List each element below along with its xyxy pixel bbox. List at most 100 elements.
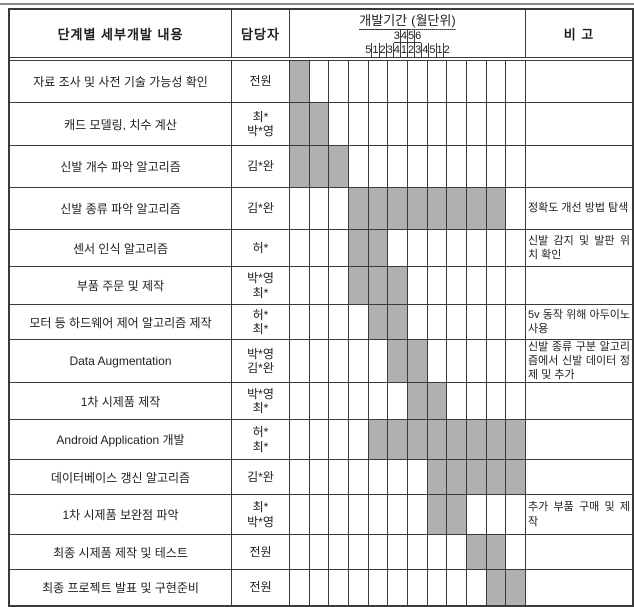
gantt-cell xyxy=(388,535,409,569)
gantt-bar-cell xyxy=(447,188,468,229)
gantt-cell xyxy=(467,267,487,304)
task-cell: 최종 시제품 제작 및 테스트 xyxy=(10,535,232,569)
header-manager-column: 담당자 xyxy=(232,10,290,57)
month-cell: 4 xyxy=(400,29,408,42)
remark-cell xyxy=(526,146,632,187)
gantt-bar-cell xyxy=(427,420,448,459)
gantt-bar-cell xyxy=(349,267,369,304)
gantt-track xyxy=(290,383,526,419)
gantt-cell xyxy=(506,535,525,569)
remark-cell xyxy=(526,103,632,145)
task-cell: 모터 등 하드웨어 제어 알고리즘 제작 xyxy=(10,305,232,339)
top-rule xyxy=(0,3,634,5)
gantt-cell xyxy=(369,495,389,534)
gantt-cell xyxy=(487,230,507,266)
gantt-cell xyxy=(329,267,350,304)
gantt-cell xyxy=(349,61,369,102)
gantt-cell xyxy=(349,570,369,605)
gantt-cell xyxy=(349,420,369,459)
gantt-cell xyxy=(487,267,507,304)
week-cell: 3 xyxy=(386,43,394,57)
gantt-cell xyxy=(506,340,525,382)
gantt-track xyxy=(290,535,526,569)
gantt-cell xyxy=(329,535,350,569)
task-cell: 1차 시제품 제작 xyxy=(10,383,232,419)
gantt-cell xyxy=(487,383,507,419)
gantt-cell xyxy=(467,146,487,187)
gantt-track xyxy=(290,267,526,304)
week-cell: 1 xyxy=(372,43,380,57)
gantt-cell xyxy=(290,383,310,419)
gantt-track xyxy=(290,460,526,494)
gantt-cell xyxy=(329,340,350,382)
manager-cell: 김*완 xyxy=(232,188,290,229)
gantt-cell xyxy=(349,305,369,339)
gantt-cell xyxy=(506,305,525,339)
gantt-cell xyxy=(388,103,409,145)
header-remark-column: 비 고 xyxy=(563,27,595,42)
gantt-cell xyxy=(487,340,507,382)
gantt-bar-cell xyxy=(506,570,526,605)
gantt-cell xyxy=(349,103,369,145)
gantt-cell xyxy=(447,146,468,187)
gantt-cell xyxy=(506,230,525,266)
gantt-cell xyxy=(467,230,487,266)
gantt-cell xyxy=(310,305,330,339)
gantt-bar-cell xyxy=(388,267,409,304)
gantt-cell xyxy=(408,460,428,494)
week-cell: 2 xyxy=(379,43,387,57)
week-cell: 5 xyxy=(365,43,373,57)
manager-cell: 김*완 xyxy=(232,146,290,187)
remark-cell xyxy=(526,535,632,569)
gantt-cell xyxy=(467,383,487,419)
gantt-bar-cell xyxy=(368,267,389,304)
gantt-cell xyxy=(329,495,350,534)
remark-cell: 5v 동작 위해 아두이노 사용 xyxy=(528,308,630,335)
gantt-cell xyxy=(329,230,350,266)
gantt-cell xyxy=(388,495,409,534)
period-title-unit: (월단위) xyxy=(411,10,456,30)
gantt-cell xyxy=(349,340,369,382)
table-row: Data Augmentation 박*영 김*완 신발 종류 구분 알고리즘에서 … xyxy=(10,340,632,383)
table-row: 신발 개수 파악 알고리즘 김*완 xyxy=(10,146,632,188)
gantt-cell xyxy=(506,495,525,534)
gantt-cell xyxy=(447,383,468,419)
task-cell: 1차 시제품 보완점 파악 xyxy=(10,495,232,534)
week-cell: 3 xyxy=(415,43,423,57)
gantt-cell xyxy=(329,103,350,145)
gantt-cell xyxy=(329,61,350,102)
header-task-column: 단계별 세부개발 내용 xyxy=(10,10,232,57)
gantt-cell xyxy=(408,535,428,569)
gantt-bar-cell xyxy=(467,460,487,494)
table-row: 1차 시제품 보완점 파악 최* 박*영 추가 부품 구매 및 제작 xyxy=(10,495,632,535)
gantt-cell xyxy=(506,267,525,304)
week-cell: 2 xyxy=(408,43,416,57)
manager-cell: 박*영 최* xyxy=(232,383,290,419)
gantt-bar-cell xyxy=(388,420,409,459)
gantt-bar-cell xyxy=(329,146,350,187)
gantt-cell xyxy=(369,146,389,187)
gantt-cell xyxy=(467,495,487,534)
gantt-track xyxy=(290,420,526,459)
gantt-cell xyxy=(349,495,369,534)
gantt-cell xyxy=(310,460,330,494)
table-row: 1차 시제품 제작 박*영 최* xyxy=(10,383,632,420)
gantt-bar-cell xyxy=(368,188,389,229)
manager-cell: 최* 박*영 xyxy=(232,103,290,145)
table-row: Android Application 개발 허* 최* xyxy=(10,420,632,460)
task-cell: 신발 개수 파악 알고리즘 xyxy=(10,146,232,187)
gantt-bar-cell xyxy=(290,103,310,145)
gantt-cell xyxy=(310,267,330,304)
week-cell: 1 xyxy=(436,43,444,57)
gantt-cell xyxy=(349,383,369,419)
gantt-cell xyxy=(310,570,330,605)
gantt-bar-cell xyxy=(349,188,369,229)
manager-cell: 허* 최* xyxy=(232,420,290,459)
gantt-bar-cell xyxy=(309,103,330,145)
remark-cell: 추가 부품 구매 및 제작 xyxy=(528,501,630,528)
gantt-cell xyxy=(369,61,389,102)
gantt-cell xyxy=(310,383,330,419)
gantt-cell xyxy=(408,495,428,534)
gantt-bar-cell xyxy=(408,188,428,229)
